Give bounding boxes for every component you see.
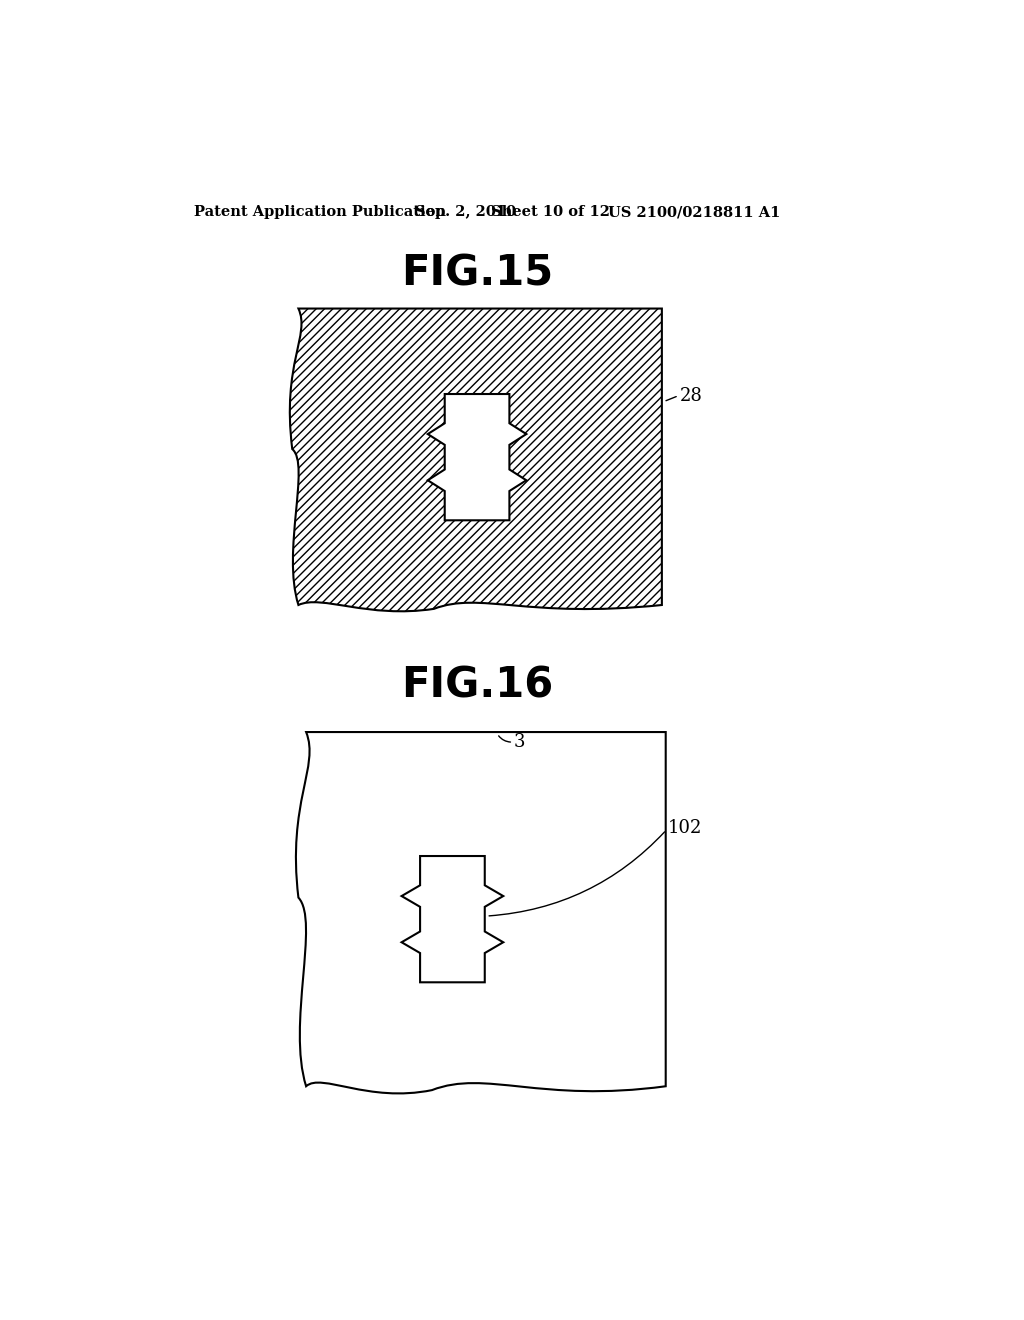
PathPatch shape — [428, 395, 526, 520]
PathPatch shape — [401, 857, 503, 982]
PathPatch shape — [296, 733, 666, 1093]
Text: Sheet 10 of 12: Sheet 10 of 12 — [490, 206, 610, 219]
Text: Patent Application Publication: Patent Application Publication — [195, 206, 446, 219]
Text: FIG.15: FIG.15 — [401, 253, 553, 294]
Text: FIG.16: FIG.16 — [401, 665, 553, 706]
Text: 3: 3 — [514, 733, 525, 751]
PathPatch shape — [290, 309, 662, 611]
Text: 28: 28 — [680, 387, 702, 404]
Text: 102: 102 — [668, 820, 702, 837]
Text: US 2100/0218811 A1: US 2100/0218811 A1 — [608, 206, 780, 219]
Text: Sep. 2, 2010: Sep. 2, 2010 — [416, 206, 516, 219]
